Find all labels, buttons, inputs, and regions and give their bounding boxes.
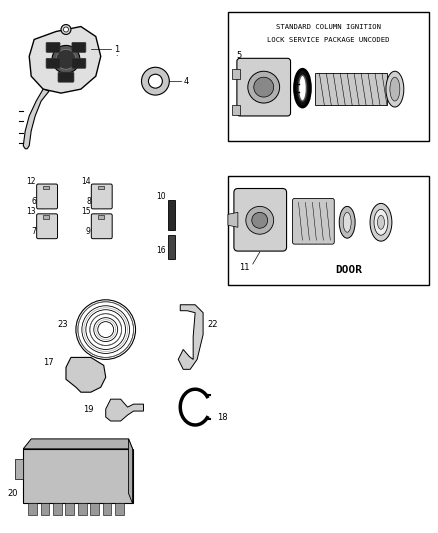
Ellipse shape <box>294 69 311 107</box>
Bar <box>168 200 175 230</box>
FancyBboxPatch shape <box>46 58 60 68</box>
Ellipse shape <box>390 77 400 101</box>
Polygon shape <box>129 439 133 504</box>
Text: 13: 13 <box>27 207 36 216</box>
FancyBboxPatch shape <box>91 184 112 209</box>
Text: 9: 9 <box>86 227 91 236</box>
Text: 4: 4 <box>183 77 188 86</box>
Circle shape <box>79 367 93 381</box>
Circle shape <box>248 71 279 103</box>
Polygon shape <box>178 305 203 369</box>
Text: STANDARD COLUMN IGNITION: STANDARD COLUMN IGNITION <box>276 23 381 29</box>
Text: 23: 23 <box>57 320 68 329</box>
Text: LOCK SERVICE PACKAGE UNCODED: LOCK SERVICE PACKAGE UNCODED <box>267 37 389 44</box>
FancyBboxPatch shape <box>37 214 57 239</box>
Ellipse shape <box>378 215 385 229</box>
Bar <box>98 185 104 190</box>
Polygon shape <box>29 27 101 93</box>
Ellipse shape <box>370 204 392 241</box>
Circle shape <box>252 212 268 228</box>
Polygon shape <box>66 358 106 392</box>
Bar <box>228 175 429 285</box>
Bar <box>98 215 104 219</box>
Text: 15: 15 <box>81 207 91 216</box>
Circle shape <box>52 45 80 73</box>
Ellipse shape <box>343 212 351 232</box>
Bar <box>65 504 74 515</box>
Polygon shape <box>23 89 49 149</box>
Circle shape <box>64 27 68 32</box>
Text: 12: 12 <box>27 177 36 186</box>
Text: 22: 22 <box>207 320 218 329</box>
Text: DOOR: DOOR <box>335 265 362 275</box>
Text: 11: 11 <box>239 263 250 272</box>
Text: 19: 19 <box>83 405 94 414</box>
FancyBboxPatch shape <box>72 43 86 52</box>
Circle shape <box>254 77 274 97</box>
Circle shape <box>141 67 170 95</box>
Ellipse shape <box>374 209 388 235</box>
Polygon shape <box>23 439 133 449</box>
Circle shape <box>246 206 274 234</box>
Bar <box>232 105 240 115</box>
Bar <box>28 504 37 515</box>
Text: 1: 1 <box>114 45 119 54</box>
Text: 8: 8 <box>86 197 91 206</box>
Text: 10: 10 <box>156 192 165 201</box>
Circle shape <box>61 25 71 35</box>
Circle shape <box>148 74 162 88</box>
Ellipse shape <box>339 206 355 238</box>
FancyBboxPatch shape <box>293 198 334 244</box>
FancyBboxPatch shape <box>234 189 286 251</box>
Bar <box>78 504 87 515</box>
Text: 14: 14 <box>81 177 91 186</box>
Polygon shape <box>228 212 238 227</box>
FancyBboxPatch shape <box>37 184 57 209</box>
Ellipse shape <box>298 75 307 101</box>
Circle shape <box>70 359 78 367</box>
Text: 16: 16 <box>156 246 165 255</box>
Bar <box>23 449 133 504</box>
Polygon shape <box>106 399 144 421</box>
FancyBboxPatch shape <box>72 58 86 68</box>
Text: 20: 20 <box>8 489 18 498</box>
Bar <box>43 215 49 219</box>
Text: 17: 17 <box>43 358 54 367</box>
FancyBboxPatch shape <box>91 214 112 239</box>
Bar <box>103 504 111 515</box>
Bar <box>15 459 23 479</box>
Ellipse shape <box>386 71 404 107</box>
Text: 18: 18 <box>217 413 228 422</box>
Bar <box>90 504 99 515</box>
Bar <box>115 504 124 515</box>
FancyBboxPatch shape <box>237 58 290 116</box>
Text: 5: 5 <box>236 51 241 60</box>
Bar <box>315 73 387 105</box>
Circle shape <box>56 50 76 69</box>
Bar <box>232 69 240 79</box>
FancyBboxPatch shape <box>46 43 60 52</box>
Bar <box>41 504 49 515</box>
Bar <box>168 235 175 259</box>
Text: 6: 6 <box>31 197 36 206</box>
Bar <box>53 504 62 515</box>
Bar <box>43 185 49 190</box>
FancyBboxPatch shape <box>58 72 74 82</box>
Text: 7: 7 <box>31 227 36 236</box>
Bar <box>228 12 429 141</box>
Text: .: . <box>115 49 117 58</box>
